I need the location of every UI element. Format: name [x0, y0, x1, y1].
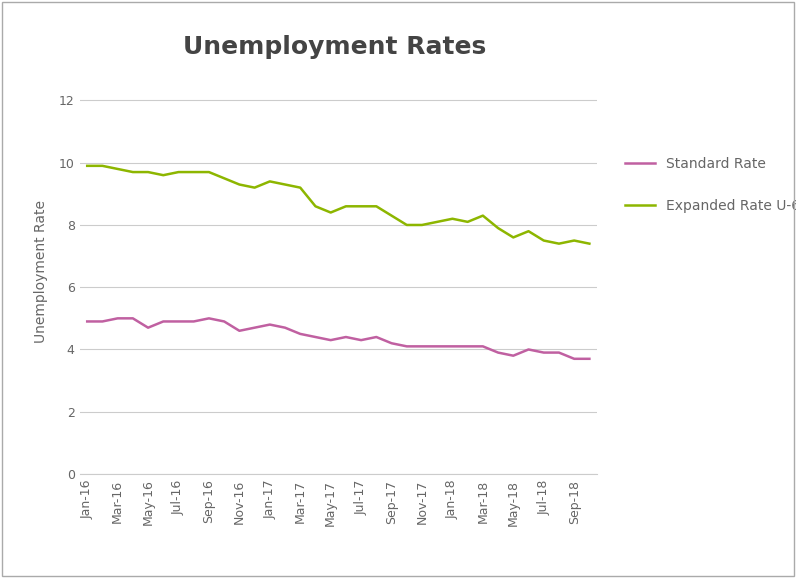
Expanded Rate U-6 — [174, 169, 183, 176]
Expanded Rate U-6 — [143, 169, 153, 176]
Expanded Rate U-6 — [98, 162, 107, 169]
Standard Rate — [357, 336, 366, 343]
Expanded Rate U-6 — [295, 184, 305, 191]
Standard Rate — [539, 349, 548, 356]
Expanded Rate U-6 — [372, 203, 381, 210]
Standard Rate — [402, 343, 412, 350]
Standard Rate — [447, 343, 457, 350]
Expanded Rate U-6 — [265, 178, 275, 185]
Y-axis label: Unemployment Rate: Unemployment Rate — [33, 200, 48, 343]
Standard Rate — [326, 336, 335, 343]
Expanded Rate U-6 — [357, 203, 366, 210]
Expanded Rate U-6 — [494, 225, 503, 232]
Expanded Rate U-6 — [584, 240, 594, 247]
Standard Rate — [204, 315, 213, 322]
Standard Rate — [494, 349, 503, 356]
Expanded Rate U-6 — [341, 203, 351, 210]
Standard Rate — [584, 355, 594, 362]
Expanded Rate U-6 — [539, 237, 548, 244]
Standard Rate — [417, 343, 427, 350]
Expanded Rate U-6 — [189, 169, 198, 176]
Line: Expanded Rate U-6: Expanded Rate U-6 — [88, 166, 589, 244]
Expanded Rate U-6 — [569, 237, 579, 244]
Expanded Rate U-6 — [524, 228, 533, 235]
Expanded Rate U-6 — [478, 212, 488, 219]
Expanded Rate U-6 — [432, 218, 442, 225]
Standard Rate — [341, 334, 351, 340]
Expanded Rate U-6 — [235, 181, 244, 188]
Expanded Rate U-6 — [417, 221, 427, 228]
Standard Rate — [113, 315, 123, 322]
Line: Standard Rate: Standard Rate — [88, 318, 589, 359]
Standard Rate — [372, 334, 381, 340]
Standard Rate — [174, 318, 183, 325]
Expanded Rate U-6 — [220, 175, 229, 181]
Standard Rate — [265, 321, 275, 328]
Expanded Rate U-6 — [463, 218, 473, 225]
Expanded Rate U-6 — [387, 212, 396, 219]
Standard Rate — [432, 343, 442, 350]
Expanded Rate U-6 — [509, 234, 518, 241]
Standard Rate — [98, 318, 107, 325]
Expanded Rate U-6 — [204, 169, 213, 176]
Standard Rate — [83, 318, 92, 325]
Expanded Rate U-6 — [83, 162, 92, 169]
Standard Rate — [220, 318, 229, 325]
Standard Rate — [235, 327, 244, 334]
Expanded Rate U-6 — [158, 172, 168, 179]
Standard Rate — [310, 334, 320, 340]
Expanded Rate U-6 — [447, 215, 457, 222]
Standard Rate — [128, 315, 138, 322]
Expanded Rate U-6 — [280, 181, 290, 188]
Standard Rate — [143, 324, 153, 331]
Expanded Rate U-6 — [326, 209, 335, 216]
Expanded Rate U-6 — [250, 184, 259, 191]
Standard Rate — [463, 343, 473, 350]
Expanded Rate U-6 — [128, 169, 138, 176]
Standard Rate — [280, 324, 290, 331]
Standard Rate — [569, 355, 579, 362]
Standard Rate — [524, 346, 533, 353]
Standard Rate — [387, 340, 396, 347]
Standard Rate — [250, 324, 259, 331]
Expanded Rate U-6 — [554, 240, 564, 247]
Legend: Standard Rate, Expanded Rate U-6: Standard Rate, Expanded Rate U-6 — [625, 157, 796, 213]
Standard Rate — [189, 318, 198, 325]
Expanded Rate U-6 — [310, 203, 320, 210]
Expanded Rate U-6 — [113, 165, 123, 172]
Standard Rate — [554, 349, 564, 356]
Standard Rate — [509, 352, 518, 359]
Standard Rate — [158, 318, 168, 325]
Text: Unemployment Rates: Unemployment Rates — [183, 35, 486, 59]
Standard Rate — [295, 331, 305, 338]
Standard Rate — [478, 343, 488, 350]
Expanded Rate U-6 — [402, 221, 412, 228]
